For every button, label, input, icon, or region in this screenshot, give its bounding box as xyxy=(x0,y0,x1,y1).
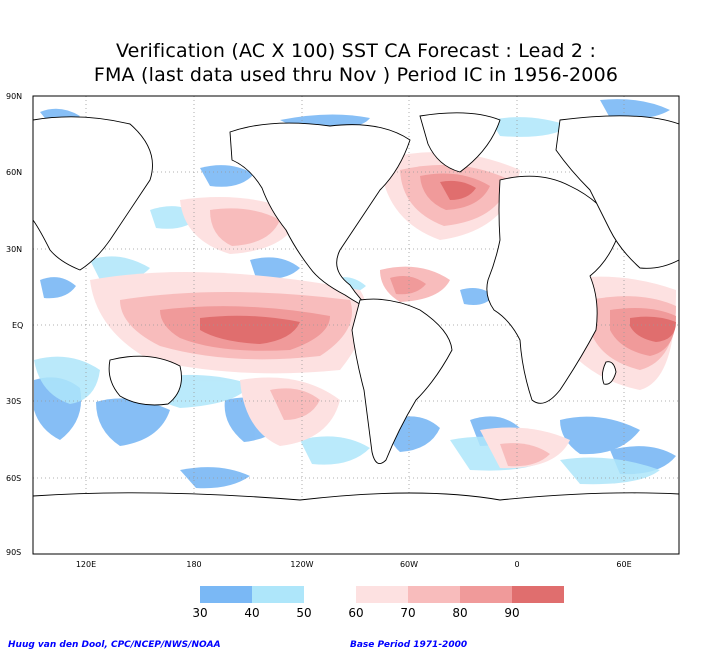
legend-label-70: 70 xyxy=(400,606,416,620)
lat-label-60s: 60S xyxy=(6,474,22,483)
legend-label-30: 30 xyxy=(192,606,208,620)
lat-label-90n: 90N xyxy=(6,92,23,101)
legend-label-90: 90 xyxy=(504,606,520,620)
footer-base-period: Base Period 1971-2000 xyxy=(350,640,468,650)
lat-label-eq: EQ xyxy=(12,321,24,330)
legend-swatch-5 xyxy=(408,586,460,603)
legend-label-60: 60 xyxy=(348,606,364,620)
legend-swatch-7 xyxy=(512,586,564,603)
legend-label-80: 80 xyxy=(452,606,468,620)
footer-credit: Huug van den Dool, CPC/NCEP/NWS/NOAA xyxy=(8,640,221,650)
map-title-line2: FMA (last data used thru Nov ) Period IC… xyxy=(93,64,619,86)
legend-swatch-6 xyxy=(460,586,512,603)
lon-label-60e: 60E xyxy=(616,560,632,569)
lon-label-60w: 60W xyxy=(399,560,419,569)
lon-label-120e: 120E xyxy=(75,560,97,569)
lon-label-180: 180 xyxy=(186,560,202,569)
legend-swatch-4 xyxy=(356,586,408,603)
lat-label-90s: 90S xyxy=(6,548,22,557)
legend-label-40: 40 xyxy=(244,606,260,620)
legend-swatch-3 xyxy=(304,586,356,603)
lon-label-0: 0 xyxy=(514,560,520,569)
lat-label-30n: 30N xyxy=(6,245,23,254)
lon-label-120w: 120W xyxy=(290,560,314,569)
legend-swatch-1 xyxy=(200,586,252,603)
legend-label-50: 50 xyxy=(296,606,312,620)
lat-label-30s: 30S xyxy=(6,397,22,406)
map-title-line1: Verification (AC X 100) SST CA Forecast … xyxy=(115,40,597,62)
map-frame xyxy=(32,95,680,555)
lat-label-60n: 60N xyxy=(6,168,23,177)
legend-swatch-2 xyxy=(252,586,304,603)
skill-field xyxy=(33,96,679,554)
